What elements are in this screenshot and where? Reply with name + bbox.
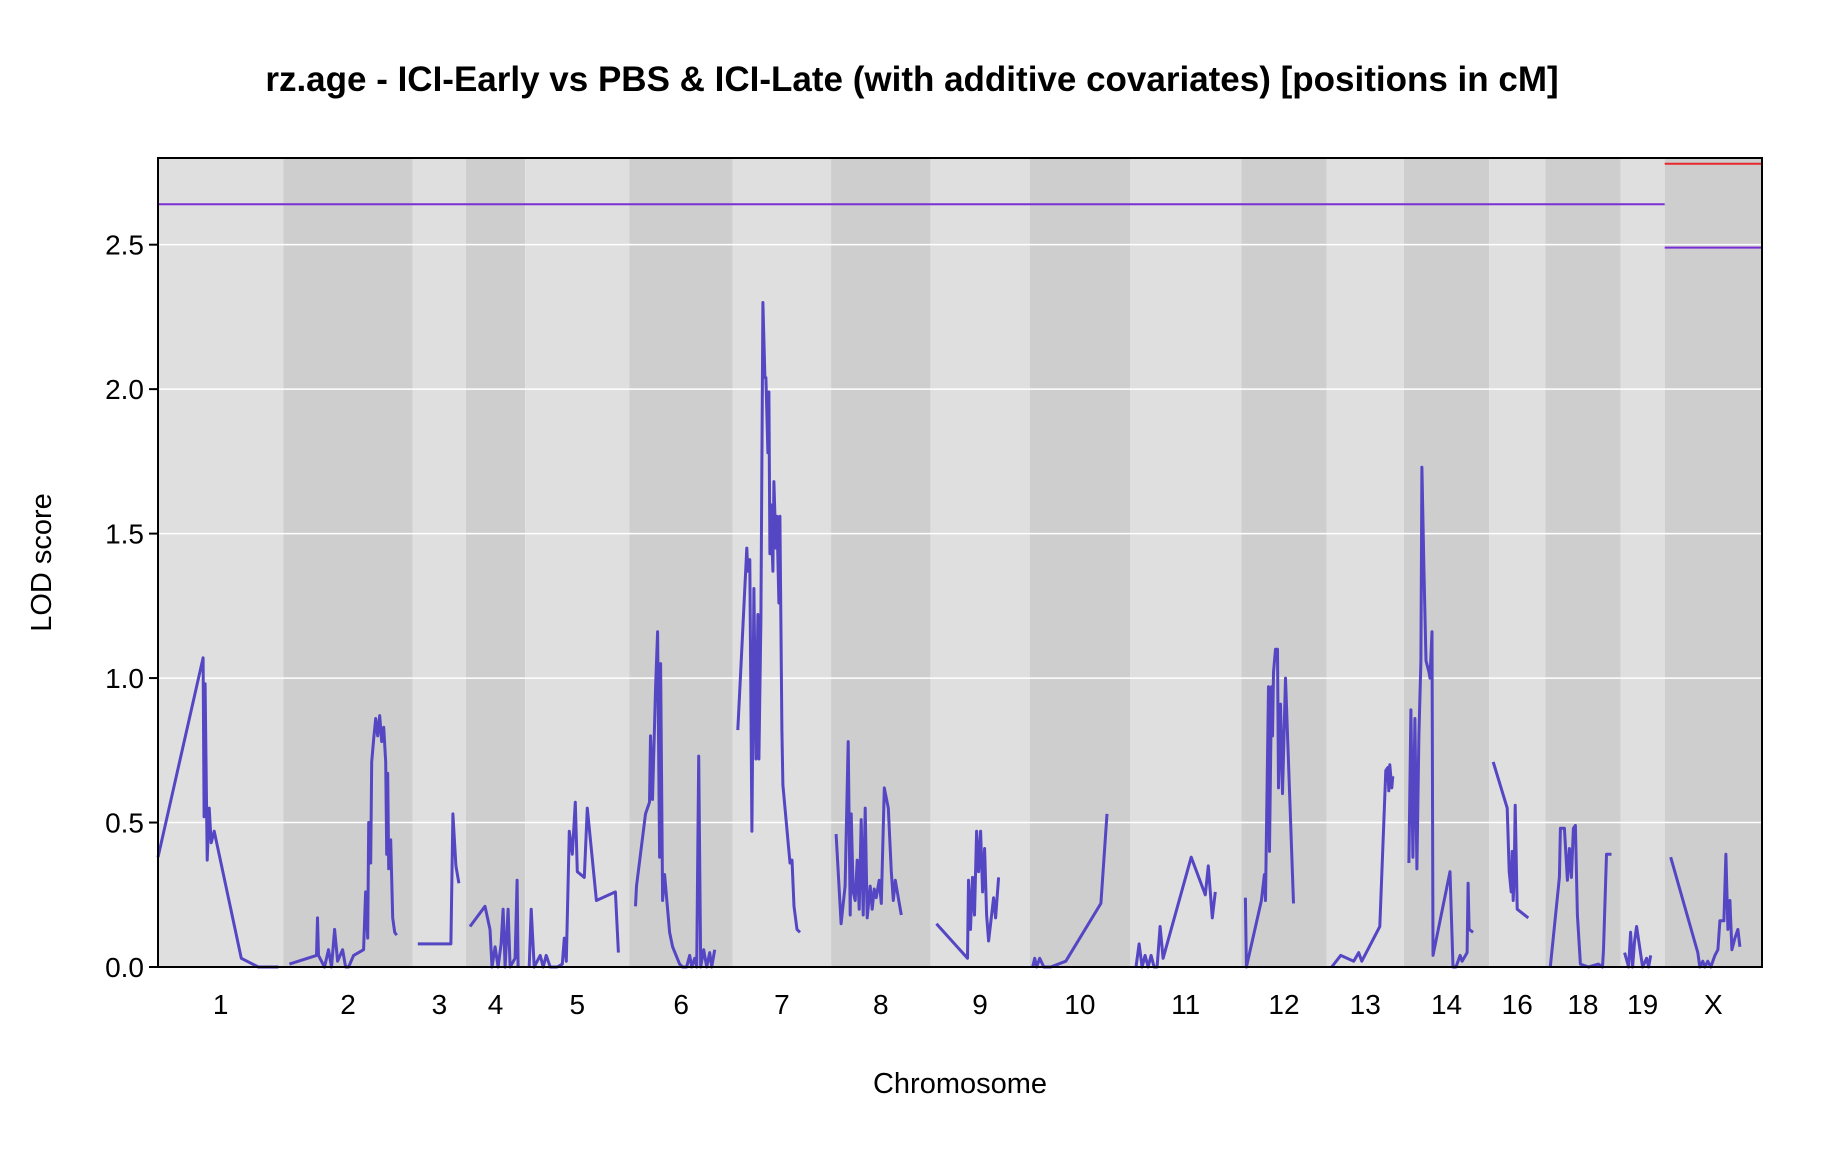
y-tick-label: 2.0: [105, 374, 144, 405]
x-tick-label: 7: [774, 989, 790, 1020]
chromosome-band-11: [1130, 158, 1242, 967]
chromosome-band-3: [412, 158, 466, 967]
chromosome-bands: [158, 158, 1762, 967]
chromosome-band-1: [158, 158, 284, 967]
x-tick-label: 5: [570, 989, 586, 1020]
x-axis-title: Chromosome: [873, 1068, 1047, 1100]
chromosome-band-13: [1326, 158, 1404, 967]
y-tick-label: 0.5: [105, 808, 144, 839]
x-tick-label: 9: [972, 989, 988, 1020]
chromosome-band-X: [1664, 158, 1762, 967]
chart-title: rz.age - ICI-Early vs PBS & ICI-Late (wi…: [265, 60, 1559, 99]
lod-curve-chr-8: [834, 740, 903, 926]
y-axis-title: LOD score: [26, 493, 58, 632]
y-tick-label: 2.5: [105, 230, 144, 261]
x-tick-label: 13: [1350, 989, 1381, 1020]
lod-curve-chr-19: [1623, 925, 1653, 969]
y-tick-label: 1.5: [105, 519, 144, 550]
lod-curve-chr-2: [288, 714, 398, 969]
y-tick-label: 1.0: [105, 663, 144, 694]
lod-curve-chr-12: [1243, 647, 1295, 969]
y-tick-label: 0.0: [105, 952, 144, 983]
lod-curve-chr-18: [1548, 823, 1612, 969]
lod-curve-chr-16: [1491, 761, 1530, 920]
x-tick-label: 1: [213, 989, 229, 1020]
lod-curve-chr-1: [156, 656, 279, 969]
x-tick-label: 8: [873, 989, 889, 1020]
x-tick-label: 18: [1567, 989, 1598, 1020]
chromosome-band-10: [1029, 158, 1131, 967]
lod-curve-chr-9: [935, 829, 1001, 960]
chromosome-band-16: [1489, 158, 1546, 967]
chromosome-band-2: [283, 158, 413, 967]
x-tick-label: 10: [1064, 989, 1095, 1020]
lod-curves: [156, 301, 1742, 969]
x-tick-label: 19: [1627, 989, 1658, 1020]
x-tick-label: 12: [1268, 989, 1299, 1020]
x-tick-label: 4: [488, 989, 504, 1020]
plot-frame: [157, 157, 1763, 968]
chromosome-band-6: [629, 158, 733, 967]
y-axis-ticks: 0.0 0.5 1.0 1.5 2.0 2.5: [105, 230, 158, 983]
lod-curve-chr-13: [1330, 763, 1395, 968]
x-tick-label: 6: [673, 989, 689, 1020]
lod-curve-chr-3: [417, 812, 461, 946]
x-tick-label: X: [1704, 989, 1723, 1020]
x-tick-label: 3: [432, 989, 448, 1020]
lod-curve-chr-5: [527, 800, 620, 969]
significance-thresholds: [158, 162, 1762, 249]
lod-curve-chr-14: [1407, 465, 1474, 969]
lod-curve-chr-7: [736, 301, 802, 934]
x-tick-label: 14: [1431, 989, 1462, 1020]
chromosome-band-19: [1620, 158, 1665, 967]
gridlines: [158, 243, 1762, 824]
x-tick-label: 11: [1171, 989, 1200, 1020]
x-axis-ticks: 1 2 3 4 5 6 7 8 9 10 11 12 13 14 16 18 19 X: [213, 989, 1723, 1020]
x-tick-label: 16: [1502, 989, 1533, 1020]
lod-curve-chr-6: [634, 630, 717, 969]
chromosome-band-4: [465, 158, 526, 967]
lod-curve-chr-4: [468, 878, 520, 969]
chromosome-band-18: [1545, 158, 1621, 967]
chromosome-band-12: [1241, 158, 1327, 967]
x-tick-label: 2: [340, 989, 356, 1020]
lod-curve-chr-X: [1669, 852, 1742, 969]
